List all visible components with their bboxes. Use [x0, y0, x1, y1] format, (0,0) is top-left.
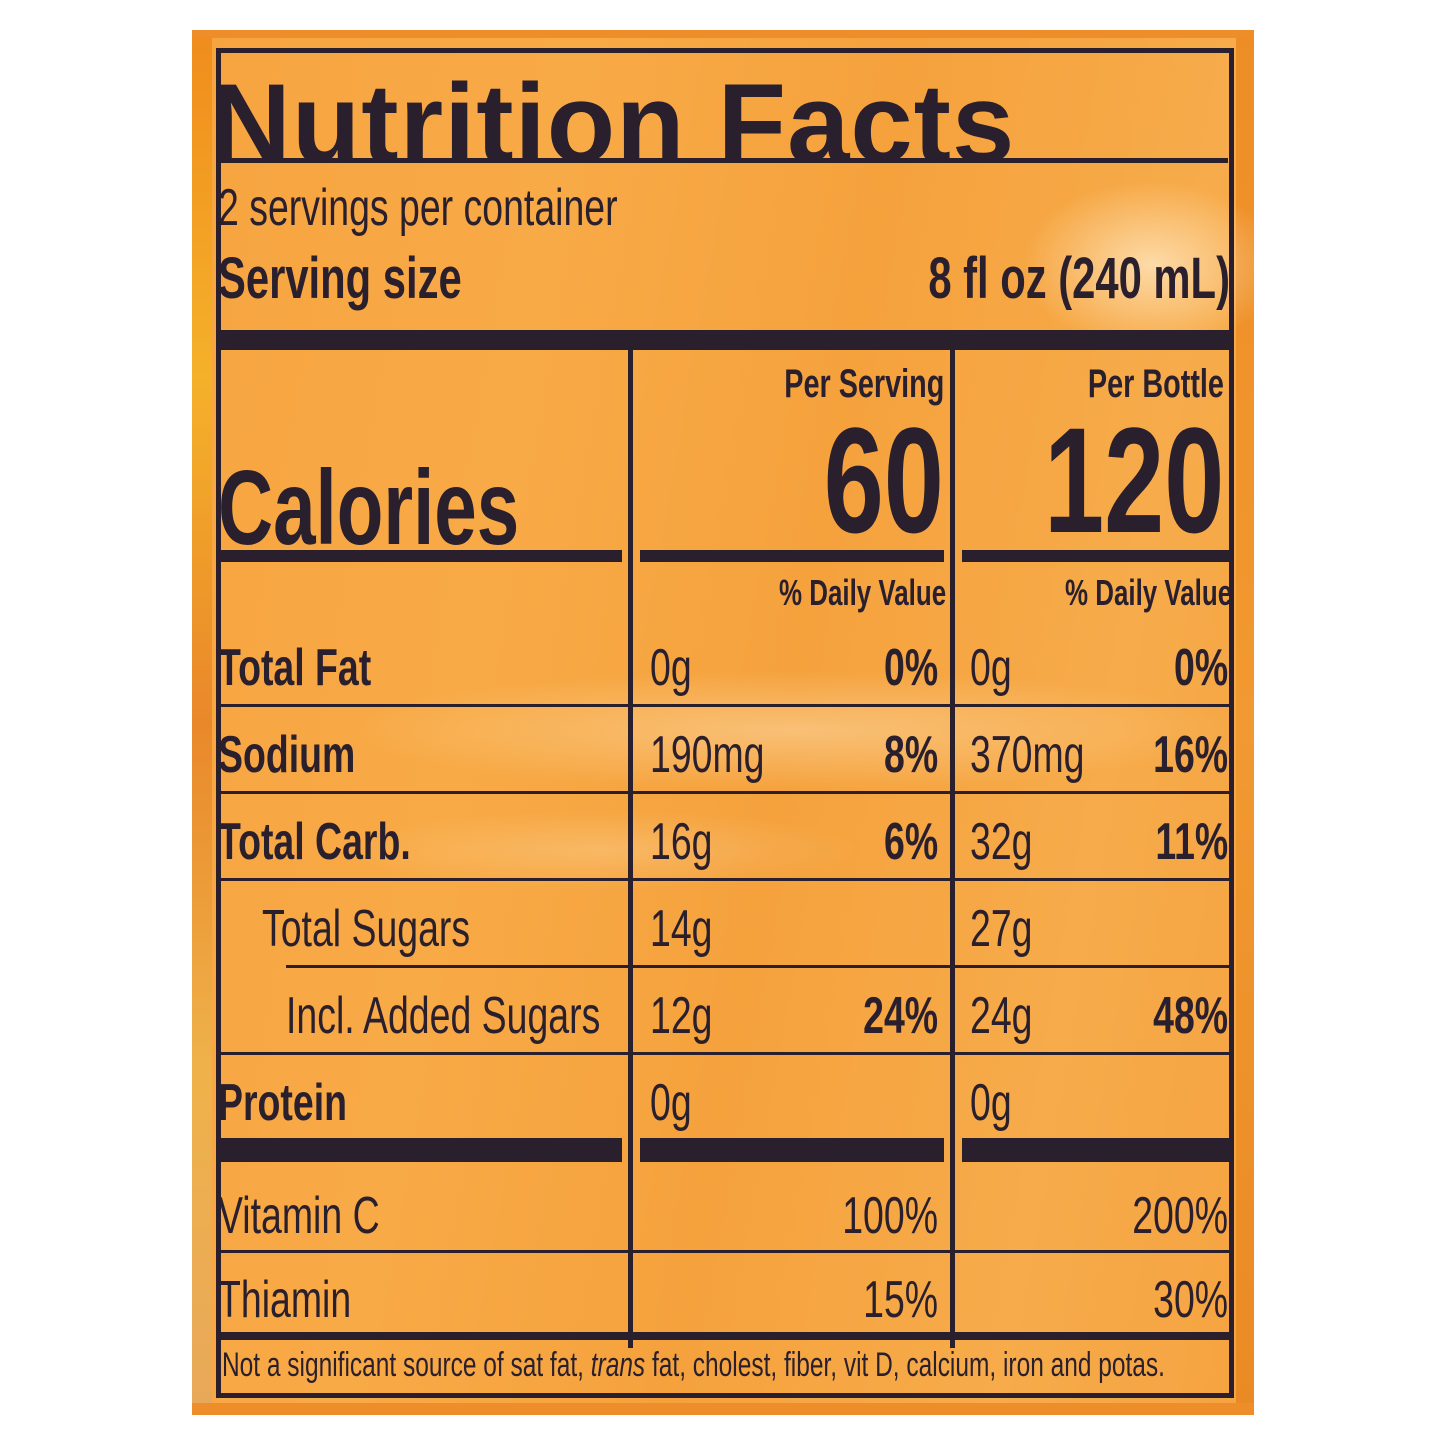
bottle-amount: 27g — [970, 900, 1033, 958]
serving-daily-value: 24% — [863, 987, 938, 1045]
calories-per-bottle: 120 — [1043, 396, 1224, 564]
row-divider — [218, 704, 1230, 707]
column-header-per-serving: Per Serving — [783, 362, 944, 406]
column-header-per-bottle: Per Bottle — [1087, 362, 1224, 406]
column-divider — [628, 1190, 633, 1348]
nutrient-name: Protein — [218, 1074, 347, 1132]
daily-value-header-bottle: % Daily Value — [1064, 572, 1232, 613]
row-divider — [286, 965, 1230, 968]
bottle-daily-value: 0% — [1173, 639, 1228, 697]
nutrient-name: Total Sugars — [262, 900, 471, 958]
bottle-daily-value — [956, 903, 1228, 955]
divider — [218, 158, 1228, 163]
calories-label: Calories — [218, 449, 520, 567]
bottle-amount: 0g — [970, 1074, 1012, 1132]
row-divider — [218, 878, 1230, 881]
row-divider — [218, 1052, 1230, 1055]
label-title: Nutrition Facts — [210, 61, 1016, 186]
nutrition-label: Nutrition Facts 2 servings per container… — [192, 30, 1254, 1415]
nutrient-name: Incl. Added Sugars — [286, 987, 601, 1045]
column-divider — [628, 350, 633, 1190]
serving-amount: 14g — [650, 900, 713, 958]
package-edge-top — [192, 30, 1254, 38]
serving-amount: 190mg — [650, 726, 765, 784]
bottle-amount: 32g — [970, 813, 1033, 871]
package-edge-right — [1236, 30, 1254, 1415]
calories-divider — [640, 550, 944, 562]
footer-divider — [218, 1332, 1230, 1340]
serving-daily-value — [632, 903, 938, 955]
calories-per-serving: 60 — [823, 396, 944, 564]
daily-value-header-serving: % Daily Value — [778, 572, 946, 613]
calories-divider — [218, 550, 622, 562]
footnote: Not a significant source of sat fat, tra… — [222, 1346, 1165, 1384]
bottle-amount: 24g — [970, 987, 1033, 1045]
glare — [1022, 180, 1254, 350]
vitamin-name: Thiamin — [218, 1271, 352, 1329]
glare — [342, 670, 1242, 790]
serving-amount: 16g — [650, 813, 713, 871]
calories-divider — [962, 550, 1230, 562]
serving-size-value: 8 fl oz (240 mL) — [928, 246, 1230, 311]
thick-divider — [218, 330, 1230, 350]
vitamin-name: Vitamin C — [218, 1187, 380, 1245]
vitamin-serving-dv: 100% — [842, 1187, 938, 1245]
servings-per-container: 2 servings per container — [218, 179, 618, 237]
nutrient-name: Total Carb. — [218, 813, 411, 871]
bottle-daily-value: 11% — [1155, 813, 1228, 871]
bottle-amount: 370mg — [970, 726, 1085, 784]
nutrient-name: Sodium — [218, 726, 356, 784]
serving-amount: 0g — [650, 639, 692, 697]
vitamin-serving-dv: 15% — [863, 1271, 938, 1329]
serving-daily-value — [632, 1077, 938, 1129]
serving-daily-value: 0% — [883, 639, 938, 697]
package-edge-left — [192, 30, 212, 1415]
thick-divider — [640, 1138, 944, 1162]
serving-amount: 0g — [650, 1074, 692, 1132]
glare — [342, 810, 862, 890]
column-divider — [950, 350, 955, 1190]
vitamin-bottle-dv: 200% — [1132, 1187, 1228, 1245]
bottle-daily-value: 16% — [1153, 726, 1228, 784]
bottle-daily-value: 48% — [1153, 987, 1228, 1045]
bottle-daily-value — [956, 1077, 1228, 1129]
column-divider — [950, 1190, 955, 1348]
facts-panel — [216, 48, 1234, 1398]
row-divider — [218, 1250, 1230, 1253]
serving-daily-value: 6% — [883, 813, 938, 871]
serving-size-label: Serving size — [218, 246, 462, 311]
thick-divider — [962, 1138, 1230, 1162]
bottle-amount: 0g — [970, 639, 1012, 697]
serving-daily-value: 8% — [883, 726, 938, 784]
vitamin-bottle-dv: 30% — [1153, 1271, 1228, 1329]
package-edge-bottom — [192, 1403, 1254, 1415]
nutrient-name: Total Fat — [218, 639, 372, 697]
serving-amount: 12g — [650, 987, 713, 1045]
row-divider — [218, 791, 1230, 794]
thick-divider — [218, 1138, 622, 1162]
